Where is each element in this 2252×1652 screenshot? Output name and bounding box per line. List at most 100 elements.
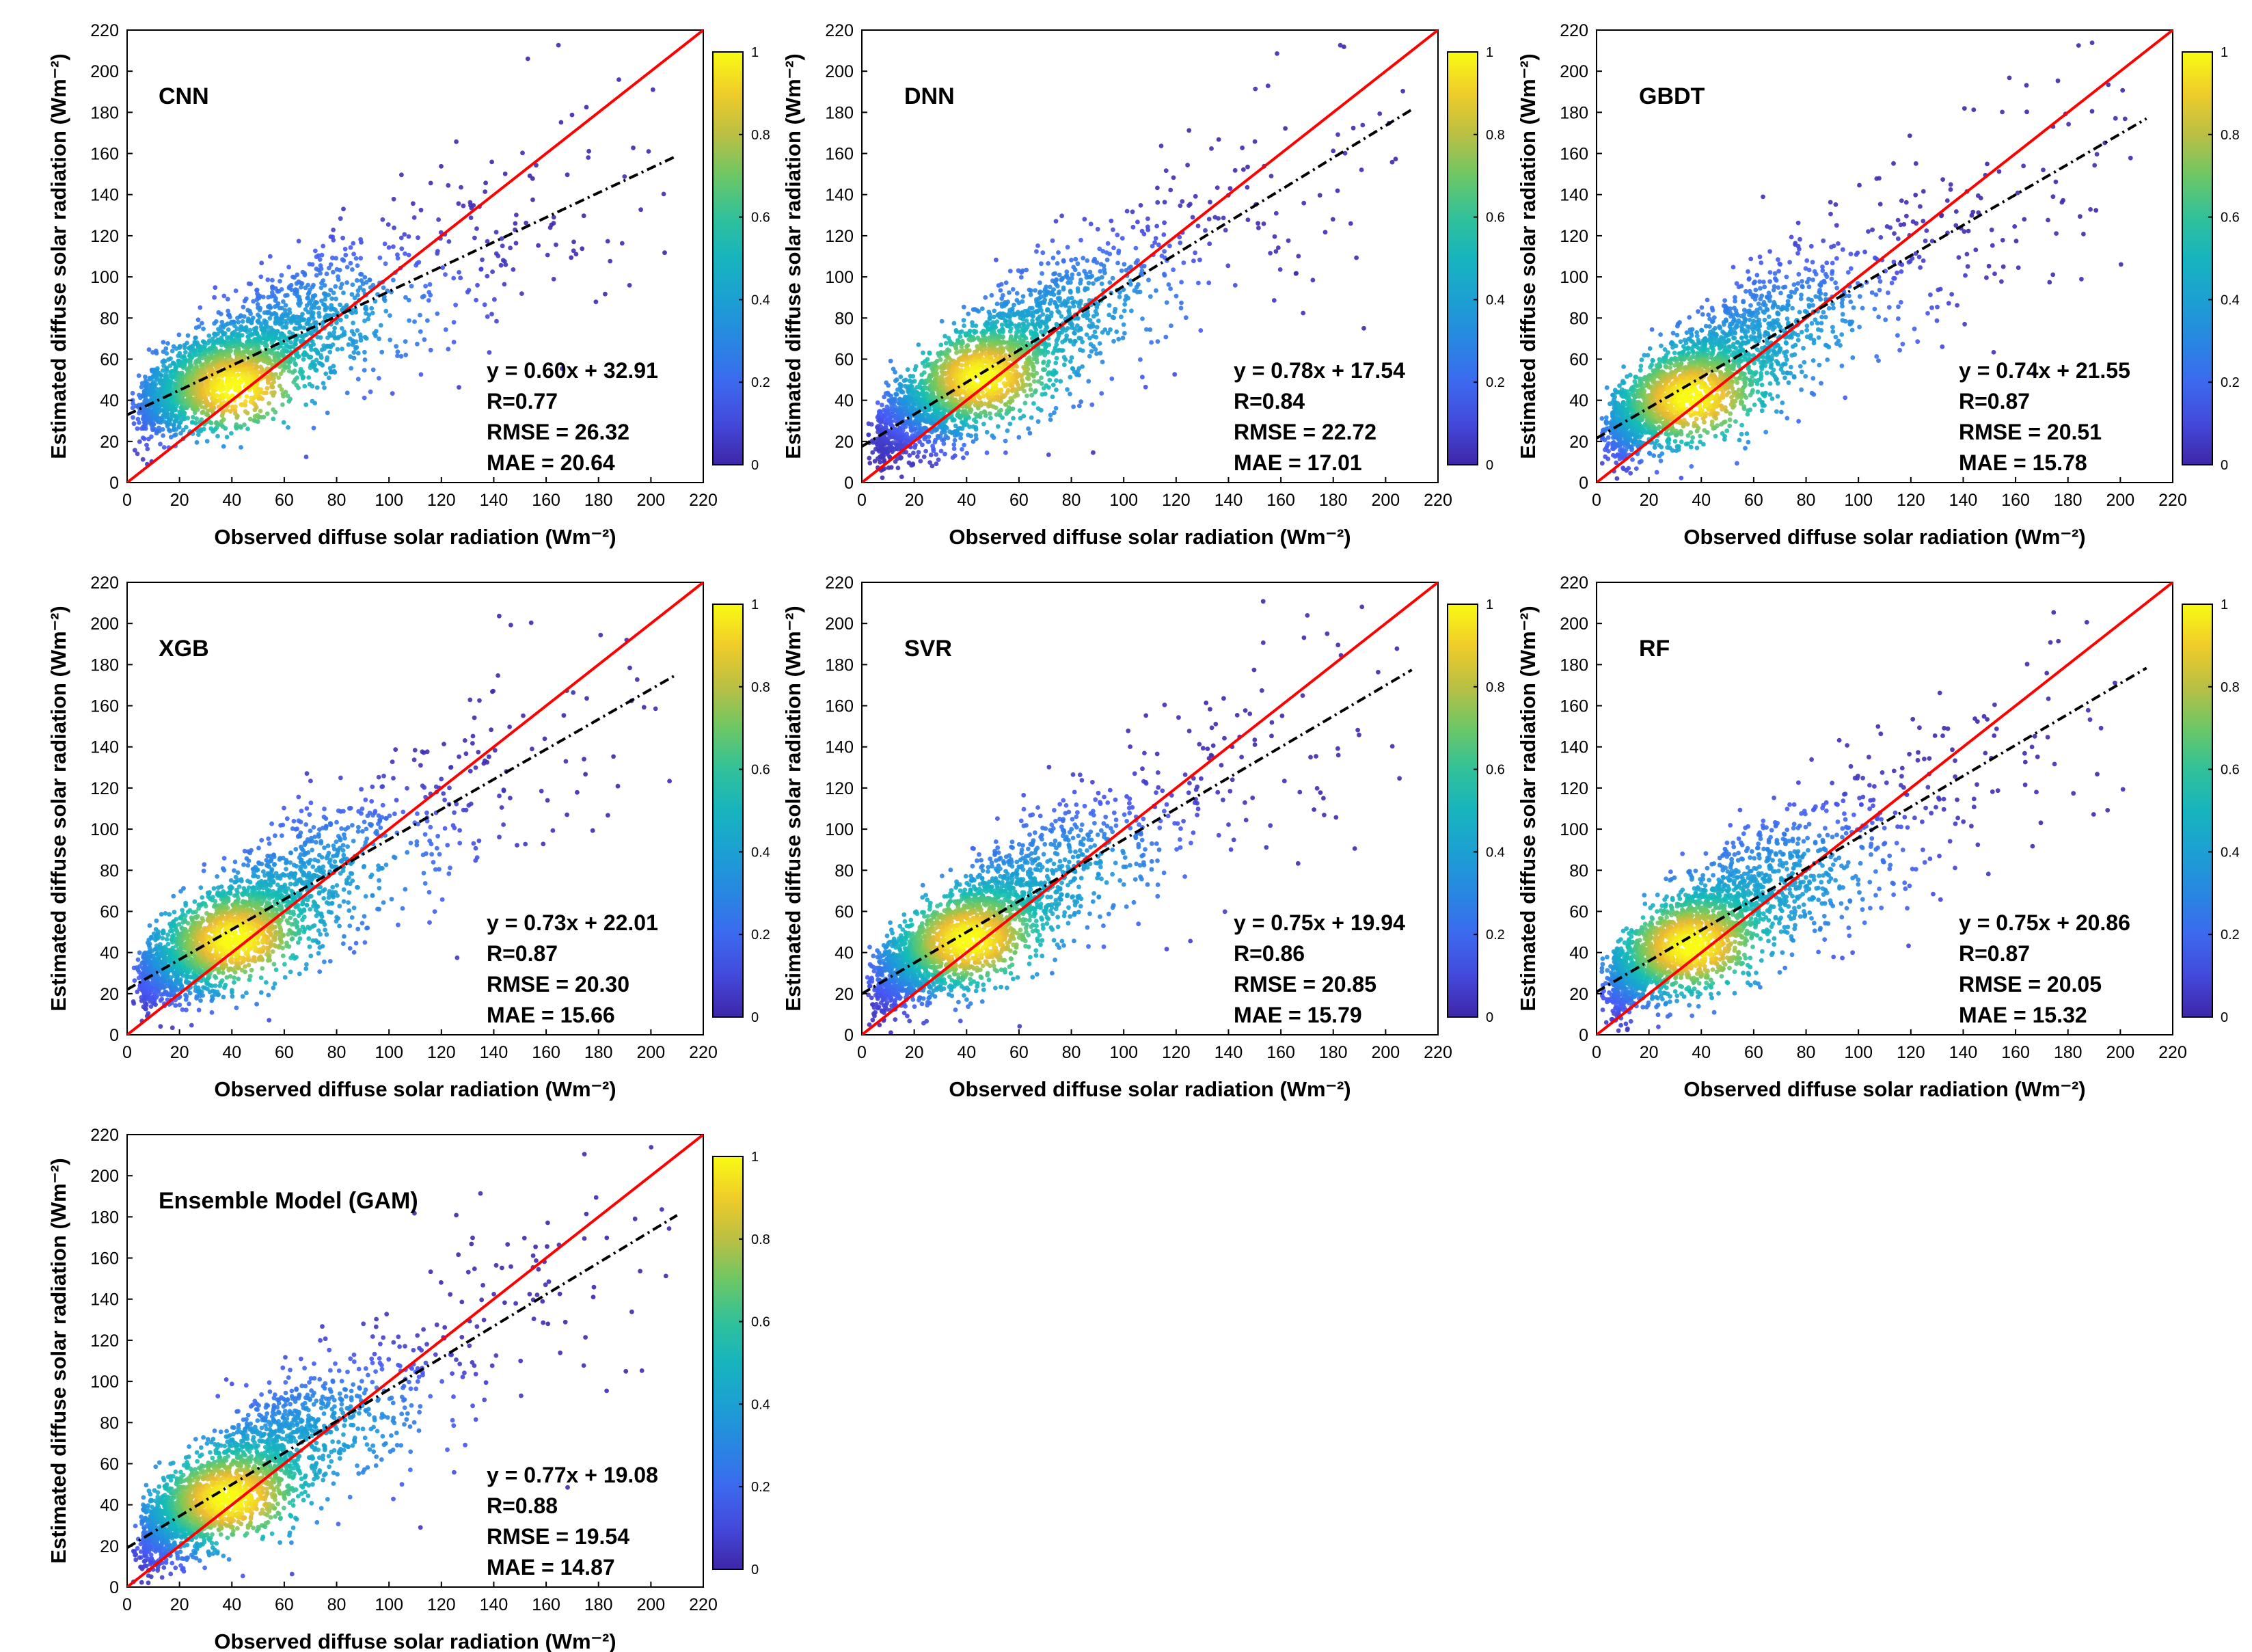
data-point [981, 357, 986, 363]
data-point [622, 174, 627, 179]
data-point [1091, 334, 1096, 339]
data-point [1046, 359, 1051, 364]
data-point [149, 434, 154, 439]
data-point [1045, 363, 1050, 368]
data-point [260, 295, 266, 299]
data-point [1119, 314, 1124, 320]
data-point [942, 334, 947, 339]
data-point [323, 316, 328, 321]
data-point [958, 349, 963, 354]
data-point [951, 321, 957, 326]
data-point [1005, 428, 1010, 433]
data-point [271, 416, 276, 422]
data-point [373, 333, 378, 338]
x-tick-label: 120 [427, 491, 456, 510]
data-point [1148, 294, 1153, 299]
data-point [246, 281, 252, 286]
y-tick-label: 120 [90, 227, 119, 246]
data-point [377, 255, 383, 260]
data-point [513, 241, 519, 246]
data-point [435, 251, 440, 256]
data-point [524, 220, 529, 226]
data-point [1275, 51, 1279, 56]
data-point [257, 314, 262, 319]
data-point [1169, 323, 1174, 328]
data-point [1256, 221, 1260, 226]
data-point [1361, 325, 1366, 331]
data-point [485, 314, 490, 319]
data-point [1354, 255, 1359, 260]
data-point [662, 250, 667, 256]
data-point [1068, 359, 1073, 364]
data-point [1115, 232, 1120, 238]
data-point [1023, 360, 1029, 366]
data-point [317, 257, 323, 262]
data-point [446, 347, 451, 352]
data-point [897, 443, 903, 448]
data-point [306, 375, 312, 380]
data-point [325, 410, 330, 416]
data-point [427, 282, 433, 287]
data-point [454, 139, 459, 144]
data-point [426, 298, 431, 303]
data-point [303, 402, 309, 407]
data-point [1181, 260, 1186, 265]
data-point [1296, 254, 1301, 259]
data-point [339, 282, 344, 287]
data-point [489, 159, 494, 165]
data-point [1120, 336, 1126, 340]
data-point [260, 358, 266, 364]
data-point [502, 282, 507, 287]
x-tick-label: 20 [170, 491, 189, 510]
data-point [1096, 276, 1101, 282]
data-point [1088, 342, 1094, 347]
data-point [1026, 426, 1031, 431]
data-point [1042, 293, 1046, 299]
data-point [403, 251, 407, 256]
data-point [485, 239, 490, 244]
data-point [337, 267, 342, 273]
data-point [131, 401, 136, 406]
data-point [1068, 320, 1074, 325]
data-point [355, 351, 361, 356]
data-point [1087, 269, 1093, 275]
data-point [342, 247, 348, 252]
data-point [1164, 300, 1169, 305]
data-point [325, 355, 330, 360]
data-point [301, 317, 306, 323]
data-point [219, 383, 223, 388]
data-point [571, 248, 576, 254]
data-point [349, 329, 355, 334]
data-point [999, 296, 1005, 301]
data-point [967, 407, 973, 413]
data-point [296, 239, 301, 244]
data-point [1092, 329, 1098, 334]
data-point [137, 439, 142, 444]
data-point [1042, 353, 1048, 357]
data-point [910, 384, 914, 390]
data-point [315, 334, 320, 340]
data-point [354, 277, 359, 283]
data-point [1098, 269, 1103, 274]
data-point [378, 323, 383, 328]
data-point [1094, 312, 1100, 317]
data-point [1037, 324, 1043, 329]
data-point [295, 354, 301, 360]
data-point [451, 275, 457, 281]
data-point [519, 291, 524, 296]
data-point [1018, 275, 1024, 280]
data-point [204, 439, 210, 444]
data-point [362, 319, 367, 323]
data-point [573, 252, 579, 257]
data-point [330, 255, 335, 260]
data-point [301, 325, 307, 331]
data-point [1087, 336, 1092, 340]
data-point [328, 262, 334, 267]
panel-dnn: 0 0 20 20 40 40 60 60 80 80 100 100 120 120 140 140 160 1… [735, 0, 1505, 549]
data-point [1351, 125, 1356, 131]
data-point [1134, 284, 1139, 290]
data-point [1122, 301, 1128, 307]
data-point [934, 461, 939, 467]
data-point [1109, 376, 1115, 381]
data-point [1041, 320, 1046, 325]
